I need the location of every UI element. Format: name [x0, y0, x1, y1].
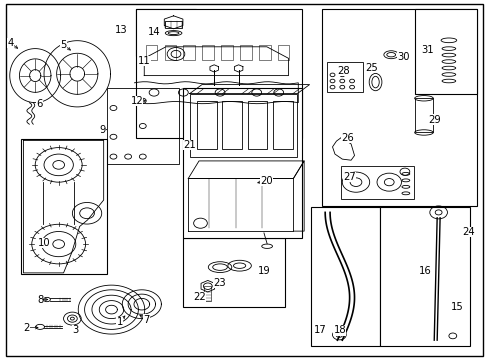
Text: 21: 21	[183, 140, 196, 150]
Bar	[258, 45, 270, 60]
Text: 31: 31	[421, 45, 433, 55]
Text: 2: 2	[23, 323, 30, 333]
Bar	[183, 88, 302, 238]
Bar	[164, 21, 182, 28]
Text: 18: 18	[333, 325, 346, 336]
Bar	[202, 45, 214, 60]
Text: 4: 4	[8, 38, 14, 48]
Text: 27: 27	[343, 172, 355, 182]
Bar	[106, 88, 179, 164]
Bar	[414, 98, 432, 132]
Bar	[189, 94, 297, 157]
Bar	[273, 101, 292, 149]
Text: 15: 15	[450, 302, 463, 312]
Text: 24: 24	[461, 227, 474, 237]
Bar	[277, 45, 289, 60]
Text: 20: 20	[260, 176, 272, 186]
Bar	[380, 207, 469, 346]
Bar	[197, 101, 216, 149]
Bar	[240, 45, 251, 60]
Text: 5: 5	[60, 40, 67, 50]
Text: 28: 28	[336, 66, 349, 76]
Bar	[20, 139, 106, 274]
Bar	[183, 45, 195, 60]
Text: 19: 19	[257, 266, 270, 276]
Text: 1: 1	[116, 317, 123, 327]
Bar	[204, 286, 211, 301]
Text: 3: 3	[73, 325, 79, 336]
Text: 29: 29	[427, 114, 440, 125]
Text: 11: 11	[138, 56, 150, 66]
Bar	[221, 45, 232, 60]
Text: 10: 10	[38, 238, 50, 248]
Bar	[326, 62, 363, 92]
Text: 9: 9	[99, 125, 106, 135]
Text: 25: 25	[365, 63, 377, 73]
Text: 7: 7	[143, 315, 150, 325]
Text: 26: 26	[340, 132, 353, 143]
Text: 8: 8	[37, 294, 43, 305]
Bar	[136, 9, 302, 138]
Bar	[321, 9, 476, 206]
Text: 22: 22	[193, 292, 205, 302]
Text: 23: 23	[212, 278, 225, 288]
Text: 14: 14	[147, 27, 160, 37]
Text: 6: 6	[36, 99, 42, 109]
Bar	[310, 207, 380, 346]
Bar	[145, 45, 157, 60]
Text: 30: 30	[396, 52, 409, 62]
Bar	[183, 238, 284, 307]
Bar	[247, 101, 267, 149]
Bar	[414, 9, 476, 94]
Text: 13: 13	[115, 24, 127, 35]
Bar	[341, 166, 413, 199]
Bar	[136, 9, 195, 56]
Text: 16: 16	[418, 266, 431, 276]
Bar	[222, 101, 242, 149]
Text: 17: 17	[313, 325, 326, 336]
Bar	[164, 45, 176, 60]
Text: 12: 12	[130, 96, 143, 106]
